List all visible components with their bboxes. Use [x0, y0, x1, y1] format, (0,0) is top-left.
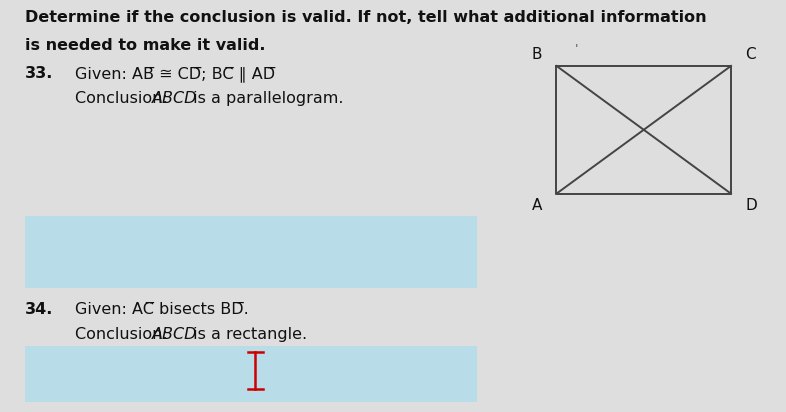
Text: Conclusion:: Conclusion: [75, 327, 173, 342]
Bar [25, 346, 477, 402]
Text: is a parallelogram.: is a parallelogram. [188, 91, 343, 106]
Text: A: A [532, 198, 542, 213]
Text: 33.: 33. [25, 66, 53, 81]
Text: B: B [532, 47, 542, 62]
Text: ABCD: ABCD [152, 327, 197, 342]
Text: is needed to make it valid.: is needed to make it valid. [25, 38, 266, 53]
Text: D: D [745, 198, 757, 213]
Text: C: C [745, 47, 756, 62]
Text: Given: AB̅ ≅ CD̅; BC̅ ∥ AD̅: Given: AB̅ ≅ CD̅; BC̅ ∥ AD̅ [75, 66, 275, 82]
Text: Conclusion:: Conclusion: [75, 91, 173, 106]
Bar [25, 216, 477, 288]
Text: ABCD: ABCD [152, 91, 197, 106]
Text: 34.: 34. [25, 302, 53, 316]
Text: is a rectangle.: is a rectangle. [188, 327, 307, 342]
Text: Determine if the conclusion is valid. If not, tell what additional information: Determine if the conclusion is valid. If… [25, 10, 707, 25]
Text: Given: AC̅ bisects BD̅.: Given: AC̅ bisects BD̅. [75, 302, 248, 316]
Text: ': ' [575, 42, 578, 56]
